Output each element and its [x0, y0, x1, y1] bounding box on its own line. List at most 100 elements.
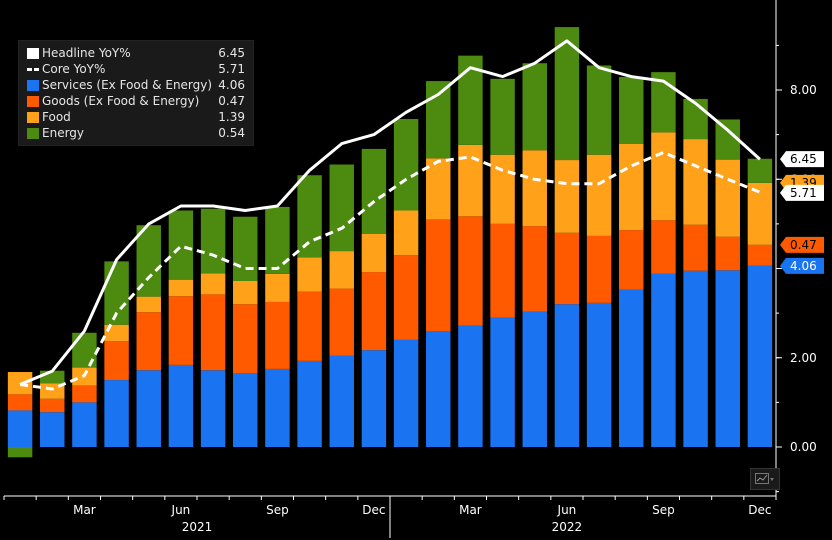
- bar-services: [233, 373, 258, 447]
- bar-energy: [233, 216, 258, 281]
- bar-food: [554, 160, 580, 233]
- bar-food: [522, 150, 547, 227]
- bar-goods: [651, 220, 676, 274]
- bar-food: [265, 273, 290, 302]
- bar-energy: [265, 206, 290, 274]
- bar-goods: [104, 341, 129, 381]
- bar-services: [426, 330, 451, 447]
- bar-energy: [747, 158, 773, 183]
- bar-services: [72, 402, 97, 447]
- bar-goods: [522, 226, 547, 312]
- end-label-services: 4.06: [780, 257, 824, 274]
- bar-services: [361, 350, 387, 447]
- bar-energy: [200, 208, 226, 274]
- bar-services: [40, 412, 65, 447]
- legend-label-services: Services (Ex Food & Energy): [42, 78, 213, 92]
- end-label-text: 4.06: [790, 259, 817, 273]
- x-tick-label: Jun: [557, 503, 577, 517]
- bar-energy: [522, 63, 547, 151]
- bar-goods: [683, 224, 708, 271]
- legend-item-energy: Energy 0.54: [27, 125, 245, 141]
- bar-energy: [7, 447, 33, 458]
- bar-food: [586, 154, 612, 236]
- bar-food: [393, 210, 419, 256]
- bar-goods: [715, 236, 740, 271]
- bar-food: [136, 296, 161, 313]
- legend-value-energy: 0.54: [218, 126, 245, 140]
- end-label-box: [780, 236, 824, 253]
- bar-food: [329, 251, 354, 289]
- bar-goods: [747, 244, 773, 266]
- bar-food: [651, 132, 676, 221]
- legend-swatch-food: [27, 111, 39, 123]
- end-label-text: 5.71: [790, 186, 817, 200]
- legend-value-headline: 6.45: [218, 46, 245, 60]
- end-label-box: [780, 257, 824, 274]
- legend-item-goods: Goods (Ex Food & Energy) 0.47: [27, 93, 245, 109]
- legend-value-services: 4.06: [218, 78, 245, 92]
- bar-goods: [393, 255, 419, 340]
- legend-value-food: 1.39: [218, 110, 245, 124]
- bar-energy: [490, 78, 515, 155]
- y-tick-label: 2.00: [790, 351, 817, 365]
- bar-goods: [361, 272, 387, 351]
- legend-item-headline: Headline YoY% 6.45: [27, 45, 245, 61]
- end-label-box: [780, 184, 824, 201]
- x-tick-label: Dec: [362, 503, 385, 517]
- legend-swatch-energy: [27, 127, 39, 139]
- bar-services: [265, 368, 290, 447]
- line-headline: [19, 39, 761, 386]
- bar-goods: [200, 294, 226, 371]
- bar-food: [297, 257, 322, 292]
- bar-food: [426, 158, 451, 220]
- end-label-text: 0.47: [790, 238, 817, 252]
- y-tick-label: 8.00: [790, 83, 817, 97]
- bar-services: [554, 304, 580, 447]
- bar-services: [683, 270, 708, 447]
- bar-goods: [40, 398, 65, 413]
- end-label-core: 5.71: [780, 184, 824, 201]
- bar-goods: [297, 291, 322, 361]
- bar-services: [747, 265, 773, 447]
- legend-item-services: Services (Ex Food & Energy) 4.06: [27, 77, 245, 93]
- bar-services: [168, 364, 194, 447]
- legend-swatch-services: [27, 79, 39, 91]
- bar-goods: [426, 219, 451, 331]
- bar-food: [490, 154, 515, 224]
- bar-goods: [554, 232, 580, 305]
- bar-food: [200, 273, 226, 295]
- legend: Headline YoY% 6.45 Core YoY% 5.71 Servic…: [18, 40, 254, 146]
- bar-services: [458, 325, 483, 447]
- bar-services: [490, 317, 515, 447]
- bar-energy: [168, 210, 194, 280]
- bar-food: [747, 182, 773, 245]
- bar-services: [200, 370, 226, 447]
- bar-services: [522, 311, 547, 447]
- bar-energy: [586, 65, 612, 155]
- bar-services: [651, 273, 676, 447]
- legend-value-goods: 0.47: [218, 94, 245, 108]
- bar-goods: [168, 296, 194, 365]
- end-label-headline: 6.45: [780, 151, 824, 168]
- x-tick-label: Jun: [171, 503, 191, 517]
- end-label-text: 6.45: [790, 152, 817, 166]
- chart-type-icon[interactable]: [750, 468, 780, 490]
- legend-label-energy: Energy: [42, 126, 85, 140]
- bar-energy: [619, 77, 644, 144]
- year-label: 2021: [182, 520, 213, 534]
- bar-energy: [683, 98, 708, 140]
- x-tick-label: Dec: [748, 503, 771, 517]
- end-label-goods: 0.47: [780, 236, 824, 253]
- legend-item-food: Food 1.39: [27, 109, 245, 125]
- x-tick-label: Mar: [459, 503, 482, 517]
- legend-value-core: 5.71: [218, 62, 245, 76]
- bar-goods: [136, 312, 161, 371]
- legend-swatch-goods: [27, 95, 39, 107]
- bar-services: [619, 289, 644, 447]
- x-tick-label: Mar: [73, 503, 96, 517]
- x-tick-label: Sep: [266, 503, 289, 517]
- bar-services: [136, 370, 161, 447]
- end-label-box: [780, 151, 824, 168]
- legend-item-core: Core YoY% 5.71: [27, 61, 245, 77]
